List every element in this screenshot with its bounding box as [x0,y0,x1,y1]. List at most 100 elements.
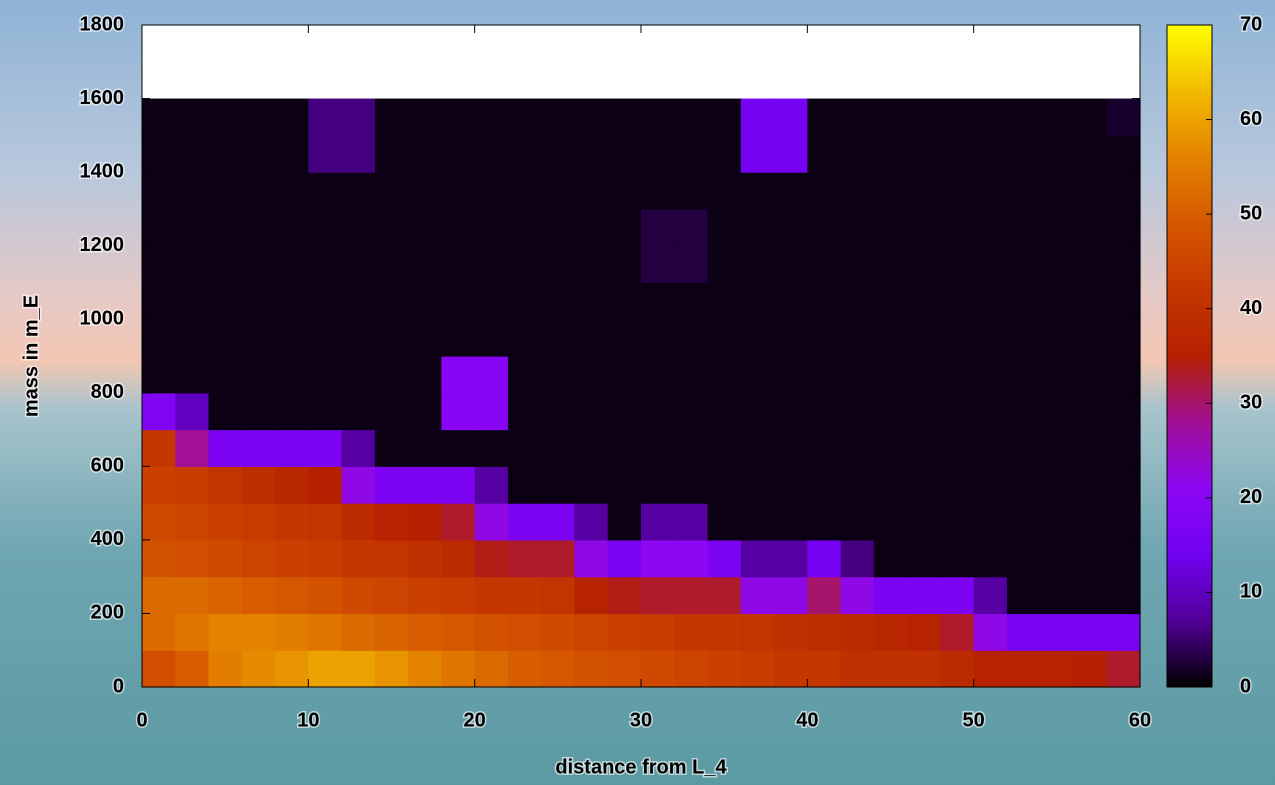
heatmap-cell [208,503,243,541]
heatmap-cell [507,613,542,651]
heatmap-cell [241,356,276,394]
heatmap-cell [707,98,742,136]
heatmap-cell [807,650,842,688]
heatmap-cell [142,429,176,467]
heatmap-cell [142,466,176,504]
heatmap-cell [1006,208,1041,247]
heatmap-cell [441,98,476,136]
heatmap-cell [1040,356,1075,394]
heatmap-cell [408,576,442,615]
heatmap-cell [208,613,243,651]
heatmap-cell [142,539,176,578]
heatmap-cell [408,429,442,467]
heatmap-cell [674,392,709,431]
heatmap-cell [208,245,243,284]
heatmap-cell [507,356,542,394]
heatmap-cell [507,650,542,688]
heatmap-cell [940,356,975,394]
heatmap-cell [474,466,509,504]
heatmap-cell [641,282,675,320]
heatmap-cell [873,172,908,210]
heatmap-cell [1106,172,1141,210]
heatmap-cell [541,135,576,173]
heatmap-cell [1106,613,1141,651]
heatmap-cell [774,208,808,247]
heatmap-cell [574,282,609,320]
y-tick-label: 800 [91,381,124,403]
heatmap-cell [873,503,908,541]
heatmap-cell [574,429,609,467]
heatmap-cell [873,319,908,357]
heatmap-cell [541,539,576,578]
heatmap-cell [973,135,1008,173]
heatmap-cell [208,650,243,688]
heatmap-cell [574,466,609,504]
heatmap-cell [740,98,775,136]
heatmap-cell [840,392,875,431]
heatmap-cell [1106,356,1141,394]
heatmap-cell [507,429,542,467]
heatmap-cell [907,172,941,210]
heatmap-cell [341,539,376,578]
heatmap-cell [374,135,409,173]
heatmap-cell [1040,576,1075,615]
heatmap-cell [641,172,675,210]
heatmap-cell [175,576,210,615]
heatmap-cell [940,429,975,467]
heatmap-cell [241,208,276,247]
heatmap-cell [973,245,1008,284]
heatmap-cell [507,208,542,247]
heatmap-cell [674,429,709,467]
heatmap-cell [707,282,742,320]
heatmap-cell [1006,282,1041,320]
heatmap-cell [840,208,875,247]
heatmap-cell [275,576,309,615]
heatmap-cell [740,613,775,651]
heatmap-cell [907,98,941,136]
heatmap-cell [1106,503,1141,541]
heatmap-cell [1040,539,1075,578]
colorbar-tick-label: 20 [1240,486,1262,508]
heatmap-cell [308,172,343,210]
heatmap-cell [873,613,908,651]
heatmap-cell [1006,245,1041,284]
y-tick-label: 1000 [80,308,125,330]
heatmap-cell [840,466,875,504]
heatmap-cell [707,650,742,688]
heatmap-cell [142,392,176,431]
heatmap-cell [374,319,409,357]
colorbar-tick-label: 60 [1240,108,1262,130]
heatmap-cell [774,392,808,431]
heatmap-cell [142,576,176,615]
heatmap-cell [507,282,542,320]
heatmap-cell [940,208,975,247]
heatmap-cell [607,539,642,578]
heatmap-cell [175,135,210,173]
heatmap-cell [341,135,376,173]
heatmap-cell [241,466,276,504]
heatmap-cell [208,392,243,431]
heatmap-cell [507,172,542,210]
heatmap-cell [541,319,576,357]
heatmap-cell [1073,576,1108,615]
heatmap-cell [341,466,376,504]
heatmap-cell [873,356,908,394]
heatmap-cell [674,503,709,541]
heatmap-cell [607,282,642,320]
heatmap-cell [907,539,941,578]
heatmap-cell [973,356,1008,394]
heatmap-cell [408,466,442,504]
heatmap-cell [341,245,376,284]
heatmap-cell [275,356,309,394]
heatmap-cell [707,503,742,541]
heatmap-cell [674,319,709,357]
heatmap-cell [807,282,842,320]
heatmap-cell [807,576,842,615]
heatmap-cell [175,172,210,210]
heatmap-cell [574,576,609,615]
heatmap-cell [840,356,875,394]
heatmap-cell [341,576,376,615]
heatmap-cell [275,503,309,541]
heatmap-cell [607,503,642,541]
heatmap-cell [308,135,343,173]
